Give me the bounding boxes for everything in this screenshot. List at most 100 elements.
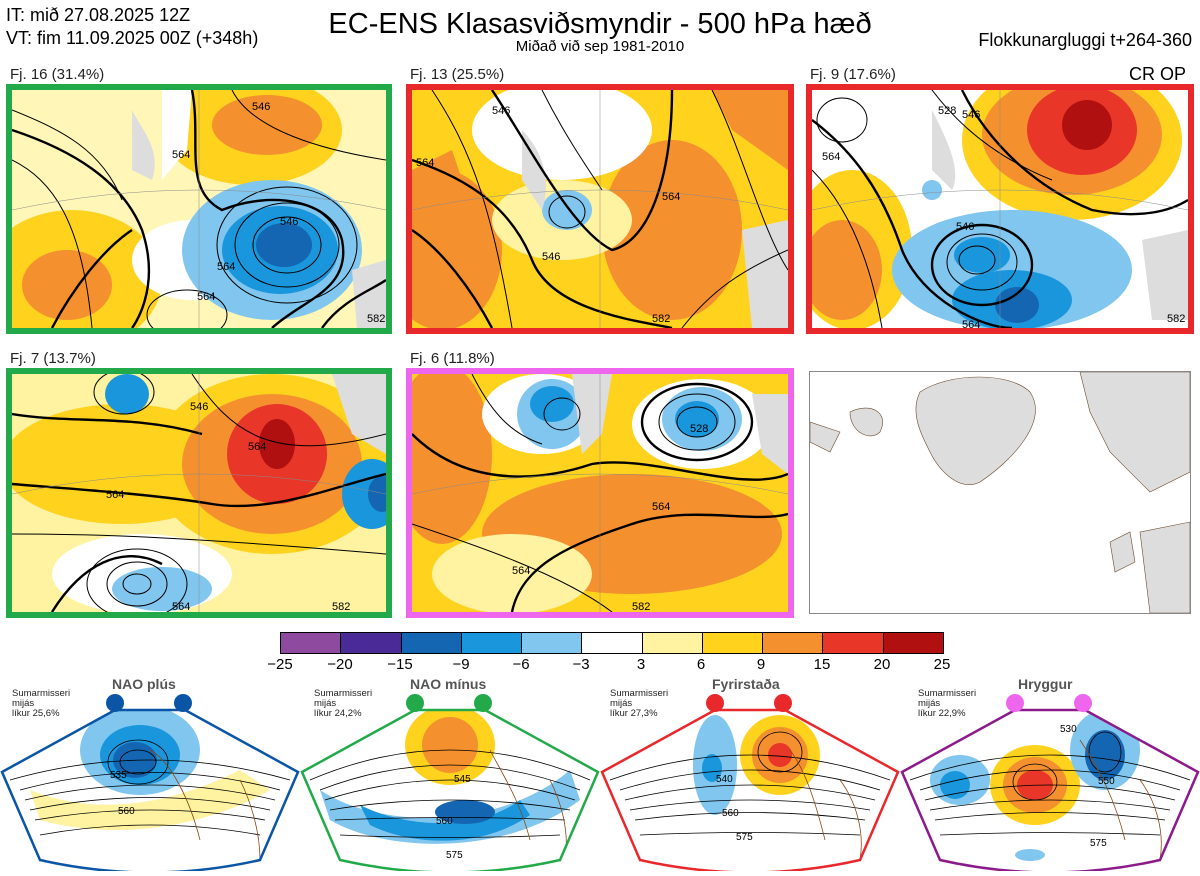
contour-label: 564 bbox=[248, 441, 266, 453]
contour-label: 564 bbox=[106, 489, 124, 501]
contour-label: 582 bbox=[1167, 313, 1185, 325]
regime-season-text: Sumarmisseri mijás líkur 27,3% bbox=[610, 688, 669, 719]
cluster-label: Fj. 6 (11.8%) bbox=[410, 350, 495, 367]
colorbar-swatch bbox=[341, 633, 402, 653]
colorbar-swatch bbox=[461, 633, 523, 653]
valid-time: VT: fim 11.09.2025 00Z (+348h) bbox=[6, 28, 259, 48]
contour-label: 564 bbox=[512, 565, 530, 577]
contour-label: 560 bbox=[722, 808, 739, 819]
colorbar-tick: −6 bbox=[512, 656, 530, 673]
colorbar-swatch bbox=[763, 633, 824, 653]
colorbar-tick: 9 bbox=[756, 656, 766, 673]
colorbar-swatch bbox=[823, 633, 884, 653]
reference-map-panel bbox=[809, 371, 1191, 614]
page-title: EC-ENS Klasasviðsmyndir - 500 hPa hæð bbox=[328, 8, 872, 40]
regime-fan: 535 560 bbox=[0, 694, 300, 874]
contour-label: 564 bbox=[172, 601, 190, 612]
init-time: IT: mið 27.08.2025 12Z bbox=[6, 5, 191, 25]
colorbar-tick: −3 bbox=[572, 656, 590, 673]
contour-label: 546 bbox=[280, 216, 298, 228]
colorbar-tick: −15 bbox=[387, 656, 413, 673]
contour-label: 575 bbox=[736, 832, 753, 843]
cluster-label: Fj. 13 (25.5%) bbox=[410, 66, 505, 83]
anomaly-map: 546 564 546 564 564 582 bbox=[12, 90, 386, 328]
colorbar-swatch bbox=[401, 633, 462, 653]
regime-name: NAO plús bbox=[112, 676, 176, 692]
contour-label: 546 bbox=[190, 401, 208, 413]
regime-fan: 540 560 575 bbox=[600, 694, 900, 874]
contour-label: 564 bbox=[172, 149, 190, 161]
regime-name: Fyrirstaða bbox=[712, 676, 780, 692]
contour-label: 545 bbox=[454, 774, 471, 785]
regime-map[interactable]: 530 550 575 bbox=[900, 690, 1200, 874]
colorbar-swatch bbox=[883, 633, 943, 653]
contour-label: 530 bbox=[1060, 724, 1077, 735]
cluster-map-panel[interactable]: 546 564 564 564 582 bbox=[6, 368, 392, 618]
contour-label: 575 bbox=[1090, 838, 1107, 849]
colorbar-swatch bbox=[582, 633, 643, 653]
contour-label: 564 bbox=[822, 151, 840, 163]
classification-window: Flokkunargluggi t+264-360 bbox=[978, 30, 1192, 50]
contour-label: 546 bbox=[956, 221, 974, 233]
page-subtitle: Miðað við sep 1981-2010 bbox=[515, 38, 685, 55]
contour-label: 546 bbox=[542, 251, 560, 263]
regime-season-text: Sumarmisseri mijás líkur 24,2% bbox=[314, 688, 373, 719]
colorbar-tick: −25 bbox=[267, 656, 293, 673]
colorbar-tick: 25 bbox=[933, 656, 951, 673]
regime-season-text: Sumarmisseri mijás líkur 22,9% bbox=[918, 688, 977, 719]
contour-label: 582 bbox=[367, 313, 385, 325]
colorbar bbox=[280, 632, 944, 654]
contour-label: 546 bbox=[492, 105, 510, 117]
colorbar-tick: −9 bbox=[452, 656, 470, 673]
contour-label: 575 bbox=[446, 850, 463, 861]
colorbar-tick: 3 bbox=[636, 656, 646, 673]
colorbar-swatch bbox=[281, 633, 342, 653]
contour-label: 582 bbox=[632, 601, 650, 612]
cluster-map-panel[interactable]: 546 564 546 564 564 582 bbox=[6, 84, 392, 334]
contour-label: 550 bbox=[1098, 776, 1115, 787]
cluster-label: Fj. 7 (13.7%) bbox=[10, 350, 96, 367]
contour-label: 528 bbox=[938, 105, 956, 117]
regime-season-text: Sumarmisseri mijás líkur 25,6% bbox=[12, 688, 71, 719]
contour-label: 560 bbox=[118, 806, 135, 817]
contour-label: 546 bbox=[962, 109, 980, 121]
regime-map[interactable]: 535 560 bbox=[0, 690, 300, 874]
contour-label: 560 bbox=[436, 816, 453, 827]
regime-map[interactable]: 540 560 575 bbox=[600, 690, 900, 874]
regime-name: NAO mínus bbox=[410, 676, 487, 692]
regime-name: Hryggur bbox=[1018, 676, 1073, 692]
anomaly-map: 528 564 564 582 bbox=[412, 374, 788, 612]
colorbar-swatch bbox=[522, 633, 583, 653]
colorbar-swatch bbox=[642, 633, 703, 653]
contour-label: 564 bbox=[662, 191, 680, 203]
contour-label: 528 bbox=[690, 423, 708, 435]
colorbar-tick: 20 bbox=[873, 656, 891, 673]
crop-label: CR OP bbox=[1128, 64, 1186, 84]
landmass-map bbox=[810, 372, 1190, 613]
contour-label: 564 bbox=[652, 501, 670, 513]
regime-fan: 545 560 575 bbox=[300, 694, 600, 874]
contour-label: 564 bbox=[217, 261, 235, 273]
contour-label: 582 bbox=[652, 313, 670, 325]
colorbar-tick: 6 bbox=[696, 656, 706, 673]
anomaly-map: 564 546 546 564 582 bbox=[412, 90, 788, 328]
regime-fan: 530 550 575 bbox=[900, 694, 1200, 874]
colorbar-tick: 15 bbox=[813, 656, 831, 673]
contour-label: 546 bbox=[252, 101, 270, 113]
contour-label: 582 bbox=[332, 601, 350, 612]
anomaly-map: 528 546 546 564 564 582 bbox=[812, 90, 1188, 328]
cluster-label: Fj. 16 (31.4%) bbox=[10, 66, 105, 83]
colorbar-swatch bbox=[702, 633, 764, 653]
cluster-label: Fj. 9 (17.6%) bbox=[810, 66, 896, 83]
cluster-map-panel[interactable]: 528 564 564 582 bbox=[406, 368, 794, 618]
cluster-map-panel[interactable]: 528 546 546 564 564 582 bbox=[806, 84, 1194, 334]
cluster-map-panel[interactable]: 564 546 546 564 582 bbox=[406, 84, 794, 334]
contour-label: 535 bbox=[110, 770, 127, 781]
anomaly-map: 546 564 564 564 582 bbox=[12, 374, 386, 612]
contour-label: 564 bbox=[416, 157, 434, 169]
contour-label: 564 bbox=[962, 319, 980, 328]
contour-label: 540 bbox=[716, 774, 733, 785]
colorbar-tick: −20 bbox=[327, 656, 353, 673]
regime-map[interactable]: 545 560 575 bbox=[300, 690, 600, 874]
contour-label: 564 bbox=[197, 291, 215, 303]
